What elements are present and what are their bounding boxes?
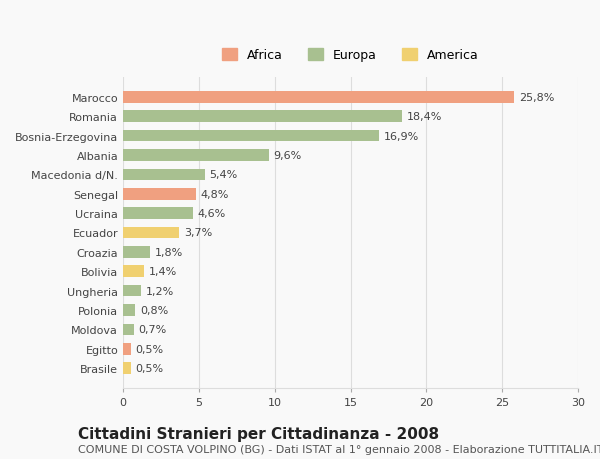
Text: 0,8%: 0,8% xyxy=(140,305,168,315)
Bar xyxy=(123,150,269,162)
Legend: Africa, Europa, America: Africa, Europa, America xyxy=(217,44,484,67)
Text: 25,8%: 25,8% xyxy=(519,93,554,102)
Bar xyxy=(123,111,402,123)
Bar xyxy=(123,169,205,181)
Text: 5,4%: 5,4% xyxy=(209,170,238,180)
Text: 9,6%: 9,6% xyxy=(273,151,301,161)
Text: 4,8%: 4,8% xyxy=(200,189,229,199)
Text: 3,7%: 3,7% xyxy=(184,228,212,238)
Bar xyxy=(123,208,193,219)
Text: 0,5%: 0,5% xyxy=(135,364,163,373)
Text: 1,2%: 1,2% xyxy=(146,286,174,296)
Bar xyxy=(123,130,379,142)
Bar xyxy=(123,92,514,103)
Text: 18,4%: 18,4% xyxy=(407,112,442,122)
Text: 0,7%: 0,7% xyxy=(138,325,167,335)
Bar xyxy=(123,285,142,297)
Text: 1,4%: 1,4% xyxy=(149,267,177,277)
Bar xyxy=(123,246,151,258)
Bar xyxy=(123,305,135,316)
Bar xyxy=(123,227,179,239)
Text: 1,8%: 1,8% xyxy=(155,247,183,257)
Text: Cittadini Stranieri per Cittadinanza - 2008: Cittadini Stranieri per Cittadinanza - 2… xyxy=(78,425,439,441)
Bar xyxy=(123,266,145,278)
Bar xyxy=(123,324,134,336)
Bar xyxy=(123,343,131,355)
Bar xyxy=(123,189,196,200)
Text: 4,6%: 4,6% xyxy=(197,209,226,218)
Bar xyxy=(123,363,131,374)
Text: 16,9%: 16,9% xyxy=(384,131,419,141)
Text: 0,5%: 0,5% xyxy=(135,344,163,354)
Text: COMUNE DI COSTA VOLPINO (BG) - Dati ISTAT al 1° gennaio 2008 - Elaborazione TUTT: COMUNE DI COSTA VOLPINO (BG) - Dati ISTA… xyxy=(78,444,600,454)
